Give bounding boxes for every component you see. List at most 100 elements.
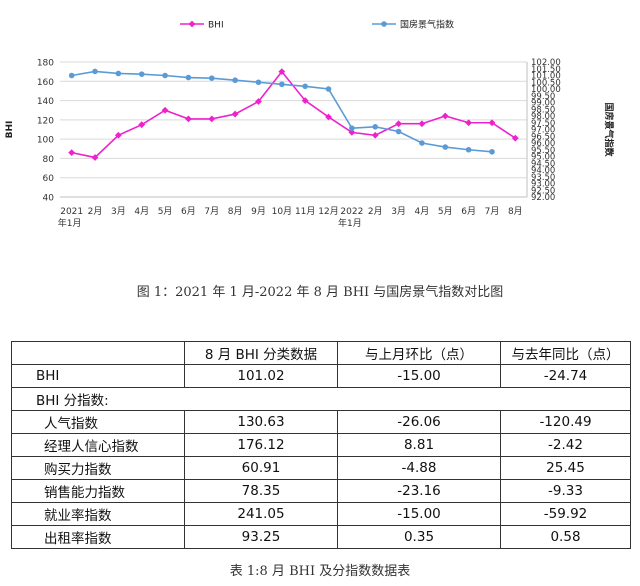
y2-tick-label: 99.00: [531, 99, 555, 109]
data-point: [419, 140, 425, 146]
y2-tick-label: 98.00: [531, 112, 555, 122]
table-cell: -15.00: [337, 364, 501, 388]
data-point: [349, 125, 355, 131]
y2-tick-label: 93.50: [531, 173, 555, 183]
y2-tick-label: 97.00: [531, 126, 555, 136]
y-tick-label: 140: [37, 97, 54, 107]
data-point: [231, 110, 239, 118]
row-label: 就业率指数: [11, 502, 185, 526]
x-tick-label: 2021: [60, 207, 83, 217]
x-tick-label: 9月: [251, 206, 266, 217]
table-header-cell: 8 月 BHI 分类数据: [184, 341, 338, 365]
data-point: [348, 128, 356, 136]
y2-tick-label: 92.50: [531, 186, 555, 196]
series-line-bhi: [71, 70, 516, 159]
data-point: [418, 120, 426, 128]
y2-tick-label: 96.00: [531, 139, 555, 149]
y2-tick-label: 100.50: [531, 78, 561, 88]
row-label: 经理人信心指数: [11, 433, 185, 457]
x-tick-label: 8月: [508, 206, 523, 217]
row-label: 购买力指数: [11, 456, 185, 480]
data-point: [372, 124, 379, 130]
y2-axis-title: 国房景气指数: [603, 102, 615, 157]
legend-label: 国房景气指数: [400, 19, 454, 31]
table-cell: -26.06: [337, 410, 501, 434]
data-point: [92, 68, 98, 75]
x-tick-label: 7月: [485, 206, 500, 217]
figure-caption: 图 1：2021 年 1 月-2022 年 8 月 BHI 与国房景气指数对比图: [136, 285, 504, 300]
table-row: BHI 101.02 -15.00 -24.74: [11, 364, 631, 388]
table-cell: -23.16: [337, 479, 501, 503]
data-point: [465, 119, 473, 127]
y-tick-label: 100: [37, 136, 54, 146]
y2-tick-label: 98.50: [531, 105, 555, 115]
table-cell: 176.12: [184, 433, 338, 457]
y-tick-label: 40: [43, 194, 55, 204]
legend-marker: [381, 21, 387, 27]
y2-tick-label: 93.00: [531, 180, 555, 190]
data-point: [255, 79, 262, 86]
y2-tick-label: 101.00: [531, 72, 561, 82]
legend-marker: [188, 20, 196, 28]
y2-tick-label: 94.00: [531, 166, 555, 176]
table-cell: 60.91: [184, 456, 338, 480]
data-point: [68, 72, 75, 79]
data-point: [325, 86, 332, 92]
table-row: 销售能力指数 78.35 -23.16 -9.33: [11, 479, 631, 503]
x-tick-label: 3月: [391, 206, 406, 217]
data-point: [442, 144, 449, 150]
data-point: [138, 71, 145, 77]
table-cell: 101.02: [184, 364, 338, 388]
y2-tick-label: 95.00: [531, 153, 555, 163]
legend-label: BHI: [208, 21, 224, 31]
y-tick-label: 180: [37, 59, 54, 69]
table-cell: 93.25: [184, 525, 338, 549]
data-point: [114, 131, 122, 139]
x-tick-label: 10月: [272, 206, 292, 217]
table-cell: 25.45: [500, 456, 631, 480]
data-point: [185, 115, 192, 123]
table-row: 购买力指数 60.91 -4.88 25.45: [11, 456, 631, 480]
y2-tick-label: 97.50: [531, 119, 555, 129]
bhi-data-table: 8 月 BHI 分类数据 与上月环比（点） 与去年同比（点） BHI 101.0…: [11, 341, 631, 549]
table-cell: -120.49: [500, 410, 631, 434]
data-point: [185, 74, 192, 81]
section-label: BHI 分指数:: [11, 387, 631, 411]
x-tick-label: 5月: [438, 206, 453, 217]
y2-tick-label: 101.50: [531, 65, 561, 75]
table-cell: 241.05: [184, 502, 338, 526]
data-point: [161, 106, 169, 114]
data-point: [465, 146, 472, 153]
table-row: 人气指数 130.63 -26.06 -120.49: [11, 410, 631, 434]
x-tick-label: 7月: [204, 206, 219, 217]
y2-tick-label: 94.50: [531, 159, 555, 169]
table-section-row: BHI 分指数:: [11, 387, 631, 411]
line-chart: 40 60 80 100 120 140 160 180 92.0092.5093.0093.5…: [5, 19, 615, 230]
y-tick-label: 160: [37, 78, 54, 88]
y-axis-title: BHI: [5, 121, 15, 139]
data-point: [162, 72, 168, 79]
data-point: [488, 119, 496, 127]
x-tick-label: 5月: [158, 206, 173, 217]
data-point: [489, 148, 495, 155]
table-cell: 0.35: [337, 525, 501, 549]
data-point: [395, 120, 402, 128]
data-point: [91, 154, 99, 161]
data-point: [302, 83, 308, 90]
y2-tick-label: 102.00: [531, 58, 561, 68]
data-point: [208, 75, 215, 81]
data-point: [232, 77, 238, 84]
table-cell: 8.81: [337, 433, 501, 457]
table-caption: 表 1:8 月 BHI 及分指数数据表: [229, 564, 411, 579]
row-label: 销售能力指数: [11, 479, 185, 503]
y2-tick-label: 96.50: [531, 132, 555, 142]
data-point: [325, 113, 332, 121]
table-header-cell: 与去年同比（点）: [500, 341, 631, 365]
x-tick-label: 12月: [318, 206, 338, 217]
x-tick-label: 年1月: [338, 217, 362, 229]
table-cell: 0.58: [500, 525, 631, 549]
x-tick-label: 2022: [340, 207, 363, 217]
table-cell: 130.63: [184, 410, 338, 434]
data-point: [138, 121, 146, 129]
row-label: 出租率指数: [11, 525, 185, 549]
